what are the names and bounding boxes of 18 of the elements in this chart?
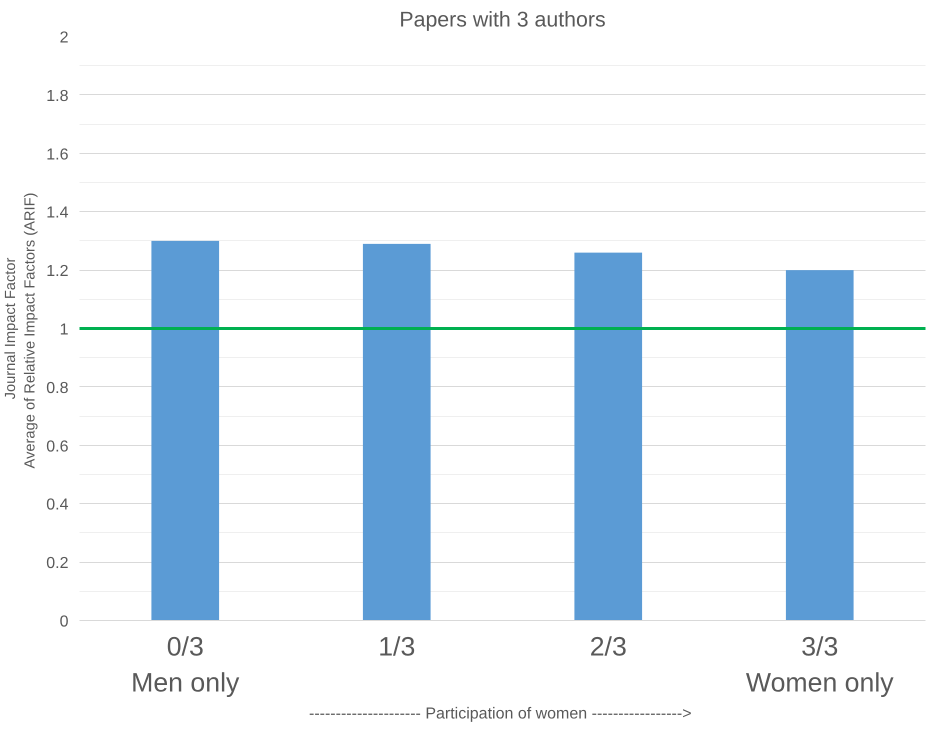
x-tick-label: 2/3 xyxy=(590,632,627,662)
y-tick-label: 1.8 xyxy=(46,88,69,105)
x-tick-label: 0/3 Men only xyxy=(131,632,240,698)
y-tick-label: 0.6 xyxy=(46,438,69,456)
y-tick-label: 0.2 xyxy=(46,555,69,572)
y-axis-title: Journal Impact Factor Average of Relative Impact Factors (ARIF) xyxy=(3,192,38,468)
x-tick-label: 1/3 xyxy=(378,632,416,662)
y-tick-label: 1.6 xyxy=(46,146,69,164)
y-tick-label: 0.4 xyxy=(46,496,69,514)
x-tick-label: 3/3 Women only xyxy=(746,632,894,698)
y-tick-label: 0.8 xyxy=(46,380,69,397)
chart-title: Papers with 3 authors xyxy=(399,8,606,32)
y-tick-label: 2 xyxy=(60,30,69,46)
y-tick-label: 1.2 xyxy=(46,263,69,280)
y-tick-label: 0 xyxy=(60,614,69,630)
y-tick-label: 1 xyxy=(60,322,69,338)
x-axis-title: --------------------- Participation of women -----------------> xyxy=(308,706,692,722)
y-tick-label: 1.4 xyxy=(46,204,69,222)
